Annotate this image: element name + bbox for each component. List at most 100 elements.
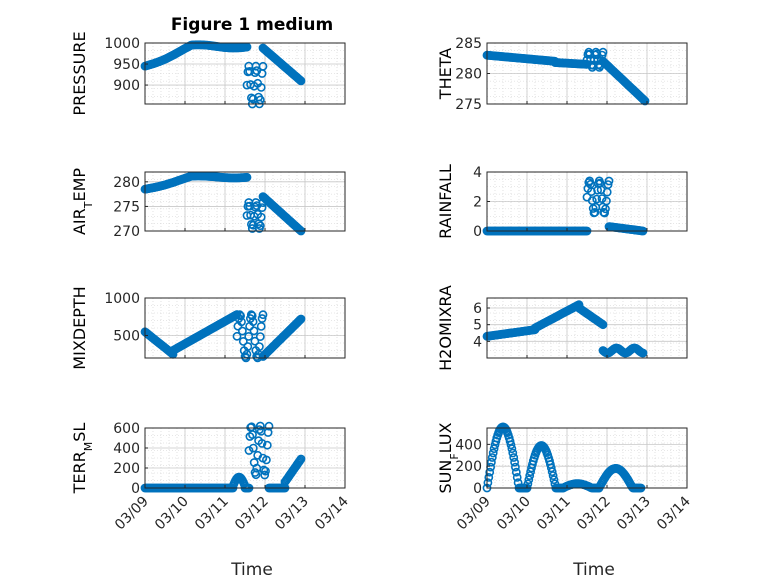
axes-box <box>486 427 688 489</box>
data-point <box>248 443 258 453</box>
data-point <box>507 444 517 454</box>
data-point <box>256 212 266 222</box>
data-point <box>525 471 535 480</box>
axes-box <box>144 297 346 359</box>
y-axis-label-main: AIR <box>70 208 89 235</box>
data-point <box>523 479 533 489</box>
y-tick-label: 4 <box>473 165 482 181</box>
data-point <box>258 310 268 320</box>
y-axis-label-main: MIXDEPTH <box>70 286 89 369</box>
y-axis-label: AIRTEMP <box>70 168 95 235</box>
axes-box <box>144 42 346 105</box>
axes-mixdepth: 500 1000 MIXDEPTH <box>70 286 346 370</box>
figure-title: Figure 1 medium <box>171 15 333 35</box>
y-axis-label-sub: F <box>448 453 461 459</box>
data-point <box>640 96 650 106</box>
y-tick-label: 1000 <box>104 36 140 52</box>
data-point <box>485 467 495 477</box>
x-axis-label-right: Time <box>572 560 615 580</box>
x-tick-label: 03/13 <box>614 494 654 534</box>
data-point <box>256 321 266 331</box>
y-axis-label: THETA <box>436 48 455 100</box>
data-point <box>296 76 306 86</box>
axes-h2omixra: 456 H2OMIXRA <box>436 285 688 371</box>
axes-pressure: 900 950 1000 PRESSURE <box>70 31 346 116</box>
data-point <box>232 331 242 341</box>
data-point <box>604 176 614 186</box>
data-point <box>244 331 254 341</box>
y-tick-label: 4 <box>473 334 482 350</box>
y-axis-label-post: EMP <box>70 168 89 202</box>
data-point <box>603 180 613 189</box>
y-tick-label: 280 <box>455 67 482 83</box>
data-point <box>243 342 253 351</box>
data-point <box>295 315 305 325</box>
y-tick-label: 270 <box>113 224 140 240</box>
y-axis-label: PRESSURE <box>70 31 89 115</box>
data-point <box>488 448 498 458</box>
axes-box <box>486 297 688 359</box>
data-point <box>242 172 252 182</box>
axes-box <box>144 171 346 232</box>
y-tick-label: 0 <box>131 481 140 497</box>
x-tick-label: 03/11 <box>192 494 232 534</box>
data-point <box>257 203 267 212</box>
y-tick-label: 900 <box>113 78 140 94</box>
x-tick-label: 03/10 <box>494 494 534 534</box>
data-point <box>511 467 521 477</box>
data-point <box>263 428 273 437</box>
data-point <box>511 462 520 472</box>
data-point <box>244 446 254 455</box>
data-point <box>248 317 258 327</box>
data-point <box>256 83 266 92</box>
x-tick-label: 03/10 <box>152 494 192 534</box>
data-point <box>260 470 270 480</box>
y-axis-label: TERRMSL <box>70 423 95 495</box>
y-axis-label-post: SL <box>70 423 89 442</box>
data-point <box>296 314 306 324</box>
data-point <box>638 348 648 358</box>
x-tick-label: 03/12 <box>232 494 272 534</box>
data-point <box>590 207 600 217</box>
data-point <box>546 463 556 473</box>
y-tick-label: 600 <box>113 421 140 437</box>
data-point <box>238 336 248 346</box>
data-point <box>261 466 270 476</box>
y-tick-label: 400 <box>455 437 482 453</box>
data-point <box>255 332 265 341</box>
y-axis-label: SUNFLUX <box>436 422 461 493</box>
axes-sun_flux: 0 200 400 03/09 03/10 03/11 03/12 03/13 03/14 SUN… <box>436 422 694 533</box>
data-point <box>247 311 257 321</box>
axes-terr_msl: 0 200 400 600 03/09 03/10 03/11 03/12 03/13 03/14… <box>70 421 352 533</box>
data-point <box>257 314 267 323</box>
x-tick-label: 03/14 <box>312 493 352 533</box>
axes-air_temp: 270 275 280 AIRTEMP <box>70 168 346 240</box>
y-tick-label: 950 <box>113 57 140 73</box>
x-tick-label: 03/09 <box>454 494 494 534</box>
y-tick-label: 400 <box>113 441 140 457</box>
y-tick-label: 200 <box>113 461 140 477</box>
x-tick-label: 03/13 <box>272 494 312 534</box>
data-point <box>487 453 497 462</box>
data-point <box>264 421 274 431</box>
y-tick-label: 275 <box>455 97 482 113</box>
y-tick-label: 2 <box>473 195 482 211</box>
y-axis-label-main: H2OMIXRA <box>436 285 455 371</box>
data-point <box>254 342 264 351</box>
data-point <box>255 221 265 231</box>
data-point <box>597 194 607 203</box>
data-point <box>484 472 494 482</box>
data-point <box>512 472 522 482</box>
data-point <box>258 61 268 71</box>
data-point <box>236 311 245 321</box>
data-point <box>524 475 534 485</box>
y-axis-label-main: THETA <box>436 48 455 100</box>
y-axis-label-post: LUX <box>436 422 455 453</box>
data-point <box>549 475 559 485</box>
data-point <box>486 457 496 467</box>
y-axis-label: RAINFALL <box>436 164 455 239</box>
x-axis-label-left: Time <box>230 560 273 580</box>
